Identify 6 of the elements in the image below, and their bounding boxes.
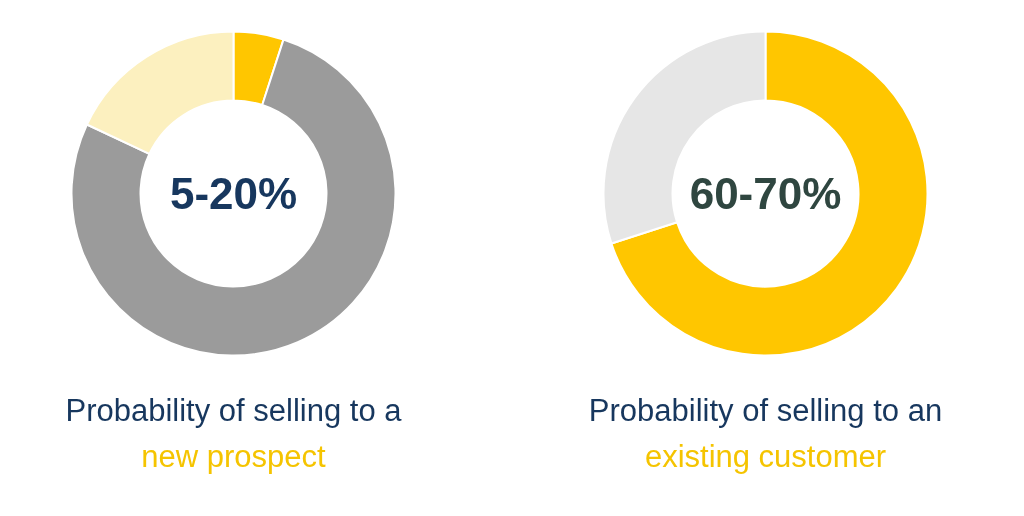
text: new prospect <box>141 439 327 474</box>
text: Probability of selling to an <box>588 393 943 428</box>
text: existing customer <box>644 439 887 474</box>
text: Probability of selling to a <box>65 393 403 428</box>
text: 5-20% <box>169 169 298 218</box>
text: 60-70% <box>689 169 842 218</box>
